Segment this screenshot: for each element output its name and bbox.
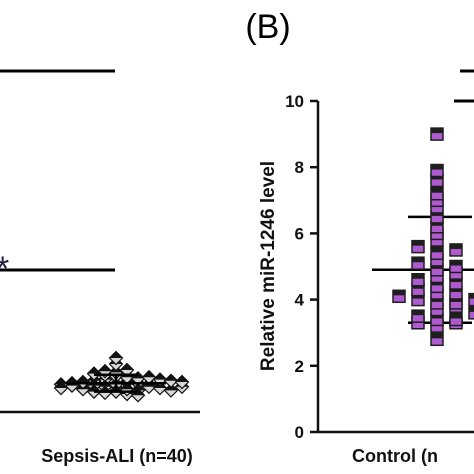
control-point [392, 289, 406, 304]
control-point [411, 239, 425, 254]
control-point [430, 127, 444, 141]
sepsis-mean-sd [66, 373, 166, 393]
y-tick-label: 6 [295, 224, 304, 243]
panel-b: (B) Relative miR-1246 level 0 2 4 6 8 10 Cont… [245, 8, 474, 466]
y-tick-label: 8 [295, 158, 304, 177]
control-points [392, 127, 474, 347]
control-point [411, 256, 425, 270]
sepsis-point [53, 380, 69, 396]
y-axis: 0 2 4 6 8 10 [285, 92, 320, 442]
control-point [468, 306, 474, 320]
y-tick-label: 10 [285, 92, 304, 111]
y-tick-label: 4 [295, 291, 305, 310]
control-point [449, 259, 463, 274]
control-point [468, 292, 474, 307]
significance-star: * [0, 250, 9, 288]
control-category-label: Control (n [352, 446, 438, 466]
control-point [430, 186, 444, 201]
control-point [430, 163, 444, 178]
y-tick-label: 0 [295, 423, 304, 442]
sepsis-point [108, 350, 124, 366]
control-point [430, 332, 444, 347]
sepsis-point [119, 362, 135, 378]
y-axis-title: Relative miR-1246 level [258, 161, 279, 371]
sepsis-category-label: Sepsis-ALI (n=40) [41, 446, 193, 466]
sepsis-points [53, 350, 190, 403]
sepsis-point [141, 369, 157, 385]
y-tick-label: 2 [295, 357, 304, 376]
sepsis-point [174, 374, 190, 390]
control-point [411, 272, 425, 287]
control-point [449, 243, 463, 257]
control-point [411, 309, 425, 323]
control-point [430, 246, 444, 261]
panel-label: (B) [245, 8, 290, 46]
sepsis-point [163, 373, 179, 389]
control-point [449, 312, 463, 327]
panel-a: * Sepsis-ALI (n=40) [0, 69, 200, 466]
